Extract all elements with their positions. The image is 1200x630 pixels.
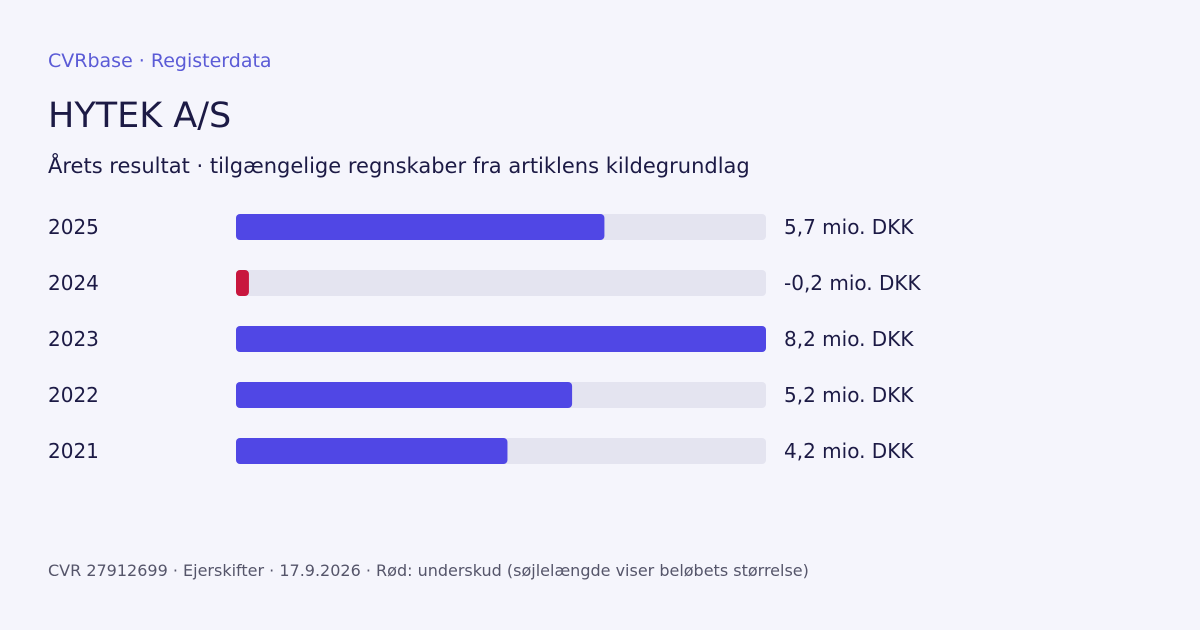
brand-label: CVRbase · Registerdata: [48, 50, 272, 72]
value-label: 4,2 mio. DKK: [784, 439, 914, 463]
bar-positive: [236, 326, 766, 352]
page-title: HYTEK A/S: [48, 96, 232, 136]
footer-note: CVR 27912699 · Ejerskifter · 17.9.2026 ·…: [48, 561, 809, 580]
bar-positive: [236, 214, 605, 240]
category-label: 2025: [48, 215, 99, 239]
bar-track: [236, 270, 766, 296]
chart-subtitle: Årets resultat · tilgængelige regnskaber…: [48, 154, 750, 178]
bar-positive: [236, 438, 508, 464]
category-label: 2023: [48, 327, 99, 351]
category-label: 2021: [48, 439, 99, 463]
value-label: -0,2 mio. DKK: [784, 271, 922, 295]
category-label: 2022: [48, 383, 99, 407]
category-label: 2024: [48, 271, 99, 295]
value-label: 8,2 mio. DKK: [784, 327, 914, 351]
bar-negative: [236, 270, 249, 296]
value-label: 5,2 mio. DKK: [784, 383, 914, 407]
value-label: 5,7 mio. DKK: [784, 215, 914, 239]
bar-positive: [236, 382, 573, 408]
